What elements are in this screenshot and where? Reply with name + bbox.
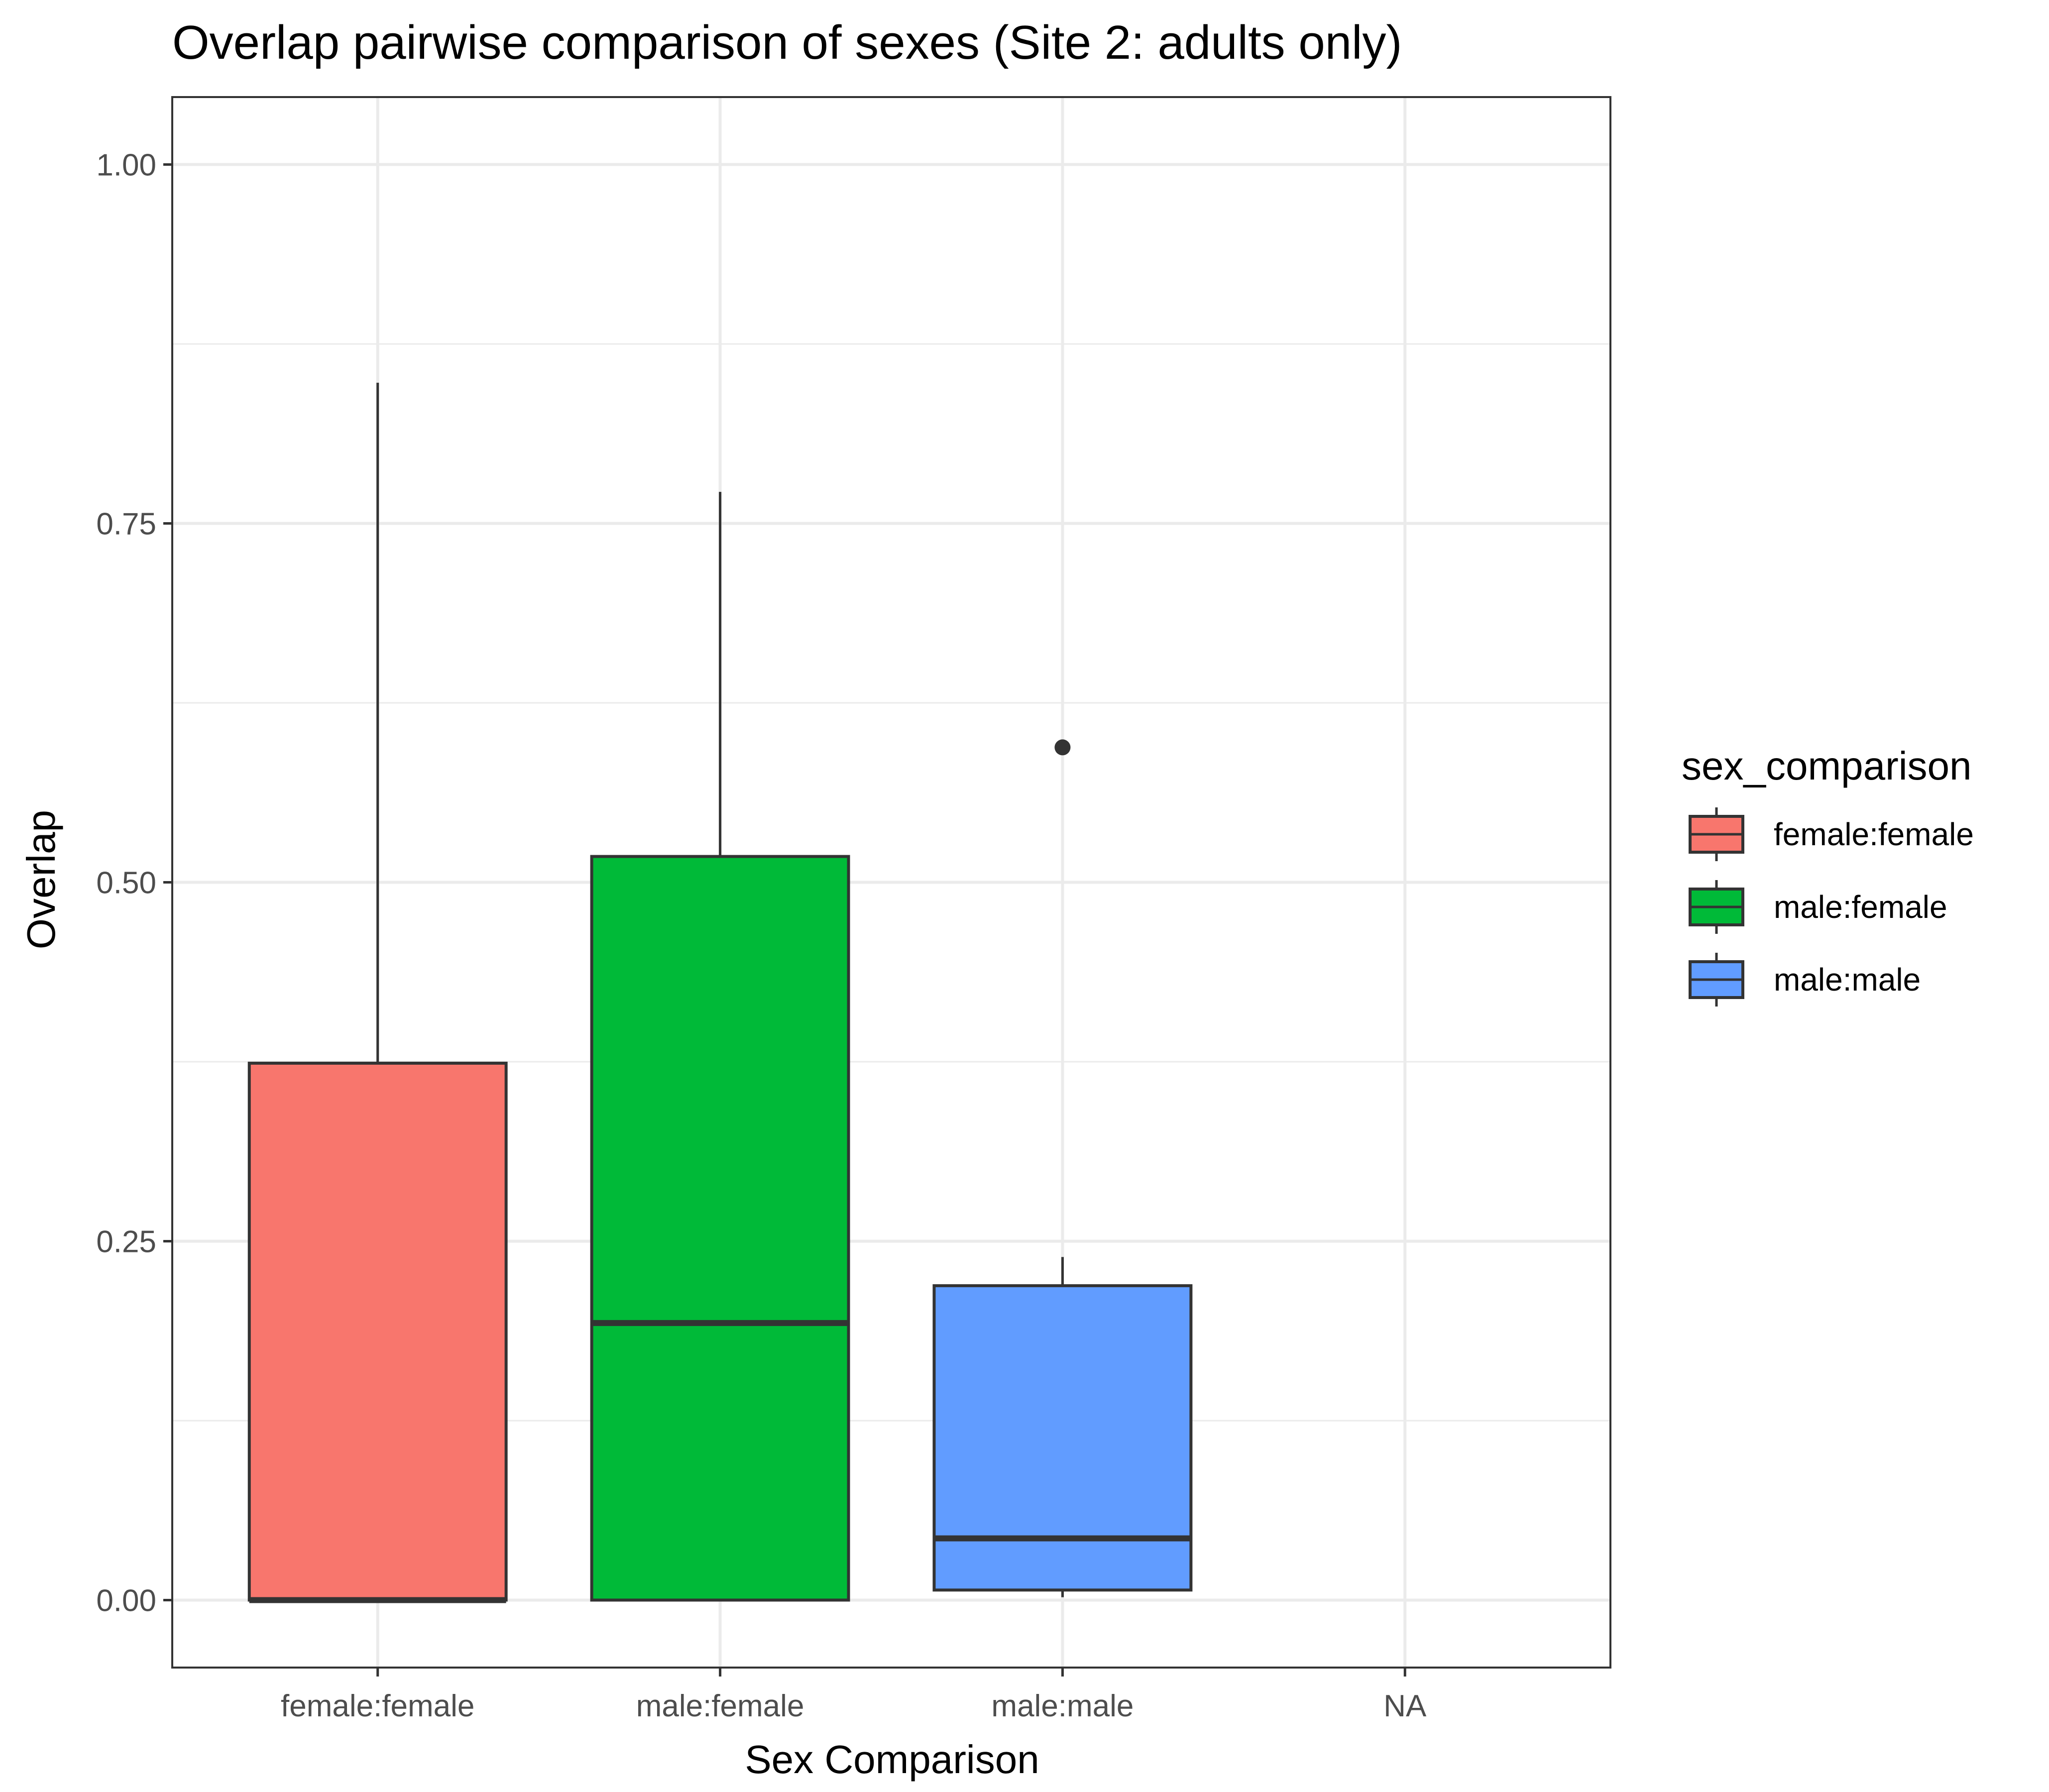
legend-item: female:female xyxy=(1689,807,1974,861)
x-tick-label: female:female xyxy=(281,1689,474,1723)
plot-panel: 0.00 0.25 0.50 0.75 1.00 female:female male:fe… xyxy=(96,96,1611,1723)
chart-title: Overlap pairwise comparison of sexes (Si… xyxy=(172,16,1402,69)
legend-label: male:male xyxy=(1774,962,1921,998)
panel-border xyxy=(171,96,1611,1669)
x-tick-label: male:female xyxy=(636,1689,804,1723)
outlier-point xyxy=(1054,739,1071,756)
legend-label: male:female xyxy=(1774,889,1947,925)
legend-item: male:male xyxy=(1689,953,1921,1007)
legend-title: sex_comparison xyxy=(1682,744,1972,788)
y-axis-title: Overlap xyxy=(19,810,63,949)
box xyxy=(932,1284,1193,1592)
x-tick-label: NA xyxy=(1383,1689,1427,1723)
boxplot-male-male xyxy=(932,739,1193,1597)
y-tick-label: 0.25 xyxy=(96,1225,156,1259)
x-axis-title: Sex Comparison xyxy=(745,1737,1039,1782)
legend-item: male:female xyxy=(1689,880,1947,934)
boxplot-male-female xyxy=(590,492,850,1602)
legend-label: female:female xyxy=(1774,816,1974,852)
box xyxy=(590,855,850,1602)
x-tick-label: male:male xyxy=(991,1689,1134,1723)
boxplot-female-female xyxy=(247,382,508,1603)
y-tick-label: 1.00 xyxy=(96,148,156,183)
y-tick-label: 0.75 xyxy=(96,507,156,542)
box xyxy=(247,1061,508,1602)
legend: sex_comparison female:female male:female m… xyxy=(1682,744,1974,1007)
y-tick-label: 0.50 xyxy=(96,866,156,900)
y-tick-label: 0.00 xyxy=(96,1583,156,1618)
